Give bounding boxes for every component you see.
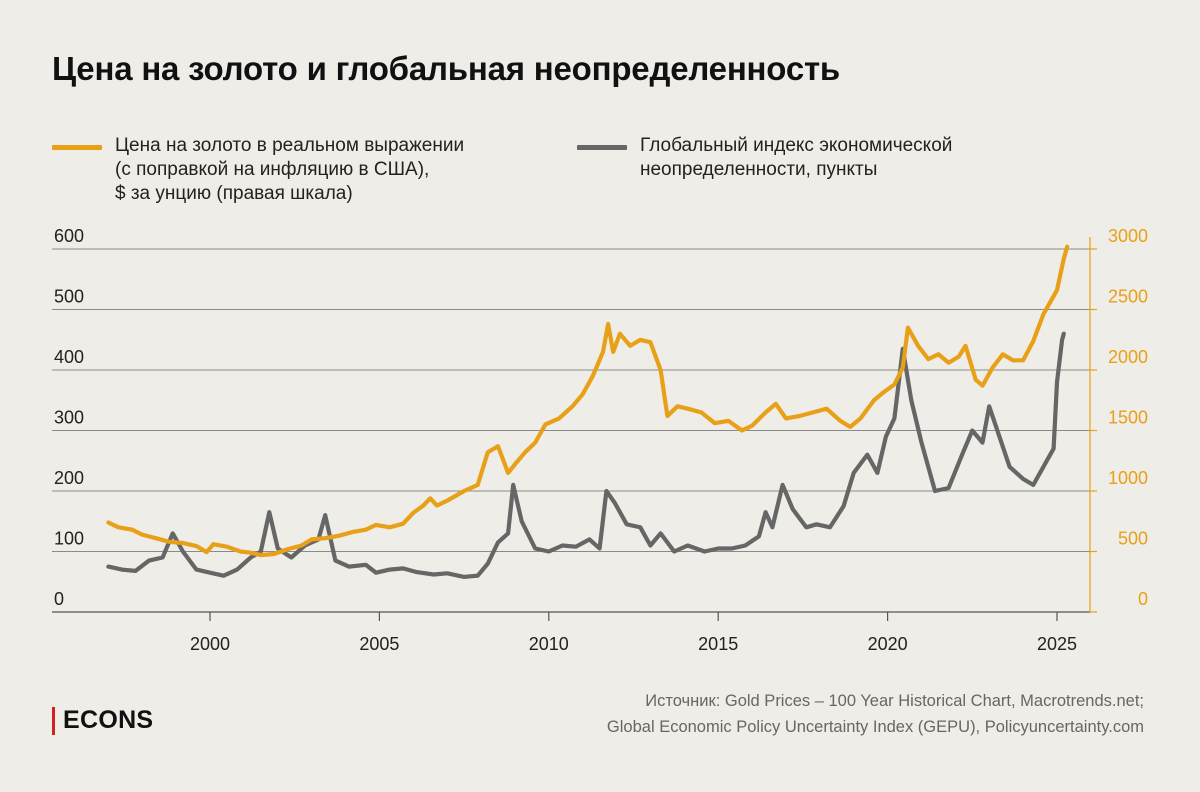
legend-gold-label: Цена на золото в реальном выражении (с п… [115,134,464,206]
left-tick-label-600: 600 [54,226,84,246]
source-line1: Источник: Gold Prices – 100 Year Histori… [645,692,1144,710]
left-tick-label-100: 100 [54,529,84,549]
legend-gold-swatch [52,145,102,150]
legend-gepu-line1: Глобальный индекс экономической [640,135,953,156]
brand-text: ECONS [63,706,154,734]
source-note: Источник: Gold Prices – 100 Year Histori… [607,688,1144,740]
brand-logo: ECONS [52,706,153,735]
legend-gepu-line2: неопределенности, пункты [640,159,878,180]
right-tick-label-500: 500 [1118,529,1148,549]
page-title: Цена на золото и глобальная неопределенн… [52,50,841,87]
legend-gepu: Глобальный индекс экономической неопреде… [577,134,952,182]
x-tick-label-2025: 2025 [1037,634,1077,654]
legend-gepu-swatch [577,145,627,150]
x-tick-label-2015: 2015 [698,634,738,654]
left-tick-label-300: 300 [54,408,84,428]
right-tick-label-1500: 1500 [1108,408,1148,428]
right-axis: 0 500 1000 1500 2000 2500 3000 [1089,226,1148,613]
right-tick-label-3000: 3000 [1108,226,1148,246]
right-tick-label-0: 0 [1138,589,1148,609]
right-tick-label-1000: 1000 [1108,468,1148,488]
left-tick-label-200: 200 [54,468,84,488]
gepu-index-line [106,331,1066,579]
legend-gepu-label: Глобальный индекс экономической неопреде… [640,134,952,182]
series-group [106,244,1070,579]
left-axis-ticks: 0 100 200 300 400 500 600 [54,226,84,609]
x-axis: 2000 2005 2010 2015 2020 2025 [190,612,1077,654]
legend-gold-line1: Цена на золото в реальном выражении [115,135,465,156]
x-tick-label-2010: 2010 [529,634,569,654]
x-tick-label-2000: 2000 [190,634,230,654]
left-tick-label-0: 0 [54,589,64,609]
left-tick-label-400: 400 [54,347,84,367]
left-tick-label-500: 500 [54,287,84,307]
right-tick-label-2000: 2000 [1108,347,1148,367]
legend-gold: Цена на золото в реальном выражении (с п… [52,134,464,206]
x-tick-label-2005: 2005 [359,634,399,654]
source-line2: Global Economic Policy Uncertainty Index… [606,718,1144,736]
legend-gold-line3: $ за унцию (правая шкала) [115,183,353,204]
gridlines [52,248,1090,613]
x-tick-label-2020: 2020 [868,634,908,654]
right-tick-label-2500: 2500 [1108,287,1148,307]
gold-price-line [106,244,1070,558]
legend-gold-line2: (с поправкой на инфляцию в США), [115,159,430,180]
brand-bar [52,706,55,735]
